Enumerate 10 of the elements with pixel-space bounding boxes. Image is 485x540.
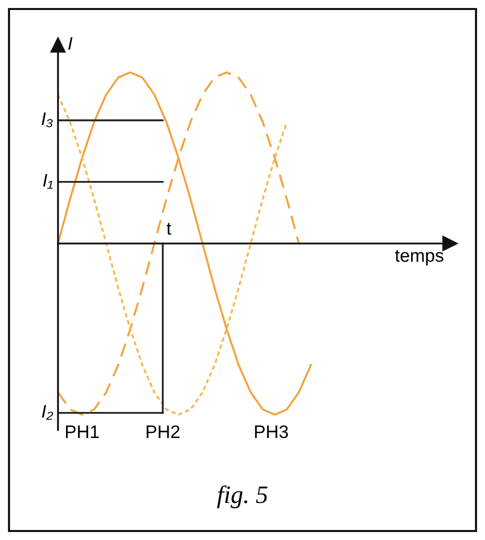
text: PH3 bbox=[255, 425, 288, 438]
ref-line-label: I₁ bbox=[43, 174, 53, 189]
text: PH1 bbox=[66, 426, 99, 438]
ref-line-label: I₃ bbox=[42, 112, 53, 128]
annotation: t bbox=[166, 222, 172, 235]
y-axis-title: I bbox=[68, 37, 72, 50]
ref-line-label: I₂ bbox=[42, 405, 54, 420]
text: PH2 bbox=[146, 425, 180, 438]
x-axis-title: temps bbox=[395, 250, 444, 266]
caption: fig. 5 bbox=[217, 485, 268, 508]
